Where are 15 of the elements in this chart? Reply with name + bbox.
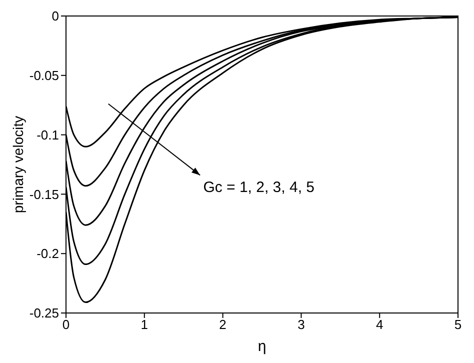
x-tick-label: 0 bbox=[62, 317, 70, 332]
y-tick-label: -0.1 bbox=[36, 127, 59, 142]
x-tick-label: 2 bbox=[219, 317, 226, 332]
x-axis-title: η bbox=[258, 338, 266, 355]
y-tick-label: 0 bbox=[52, 8, 59, 24]
y-tick-label: -0.25 bbox=[29, 306, 59, 321]
y-tick-label: -0.15 bbox=[29, 186, 59, 202]
annotation: Gc = 1, 2, 3, 4, 5 bbox=[203, 178, 315, 196]
x-tick-label: 4 bbox=[376, 317, 384, 332]
x-tick-label: 1 bbox=[140, 317, 148, 332]
x-tick-label: 5 bbox=[454, 317, 462, 332]
y-tick-label: -0.05 bbox=[29, 68, 59, 84]
y-tick-label: -0.2 bbox=[36, 246, 59, 262]
y-axis-title: primary velocity bbox=[10, 116, 26, 214]
x-tick-label: 3 bbox=[298, 317, 305, 332]
